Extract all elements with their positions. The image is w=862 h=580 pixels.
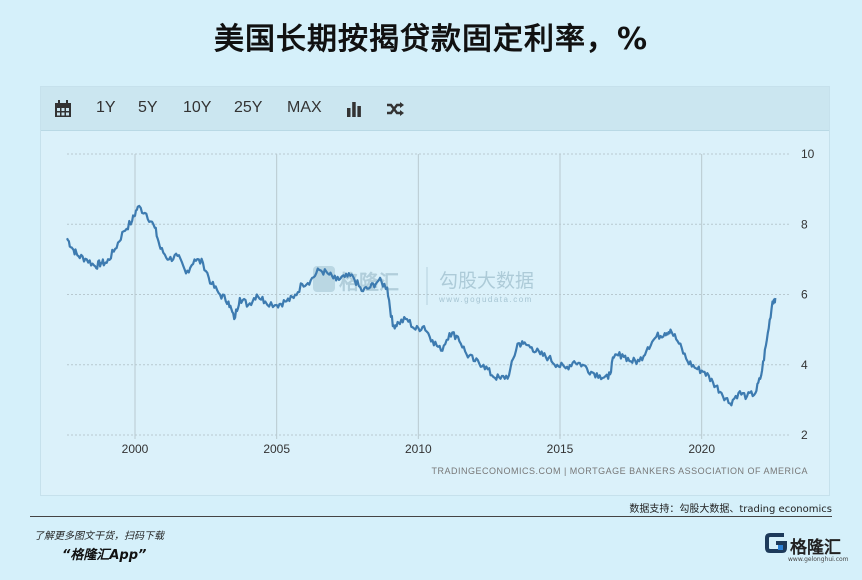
y-tick-label: 10	[801, 147, 815, 161]
shuffle-icon[interactable]	[385, 99, 405, 119]
x-tick-label: 2000	[122, 442, 149, 456]
gelonghui-logo: 格隆汇 www.gelonghui.com	[764, 530, 849, 570]
data-support-note: 数据支持：勾股大数据、trading economics	[629, 504, 832, 515]
series-line	[66, 204, 777, 407]
x-tick-label: 2015	[547, 442, 574, 456]
range-max-button[interactable]: MAX	[287, 99, 322, 116]
x-tick-label: 2020	[688, 442, 715, 456]
line-chart: 格隆汇 勾股大数据 www.gogudata.com 2 4 6 8 10 2000 200…	[66, 147, 815, 456]
logo-icon	[765, 533, 787, 553]
bar-chart-icon[interactable]	[344, 99, 364, 119]
footer-app-name: “格隆汇App”	[62, 548, 147, 563]
x-tick-label: 2005	[263, 442, 290, 456]
range-10y-button[interactable]: 10Y	[183, 99, 212, 116]
range-5y-button[interactable]: 5Y	[138, 99, 158, 116]
calendar-icon[interactable]	[53, 99, 73, 119]
logo-url: www.gelonghui.com	[788, 556, 849, 563]
watermark-brand: 勾股大数据	[439, 270, 534, 292]
y-tick-label: 2	[801, 428, 808, 442]
y-tick-label: 4	[801, 358, 808, 372]
chart-title: 美国长期按揭贷款固定利率，%	[213, 22, 649, 57]
watermark-url: www.gogudata.com	[438, 295, 533, 304]
grid-lines	[67, 153, 791, 439]
watermark: 格隆汇 勾股大数据 www.gogudata.com	[313, 266, 534, 305]
y-tick-label: 8	[801, 217, 808, 231]
footer-divider	[30, 516, 832, 517]
source-credit: TRADINGECONOMICS.COM | MORTGAGE BANKERS …	[431, 466, 808, 476]
chart-toolbar: 1Y 5Y 10Y 25Y MAX	[41, 87, 829, 131]
logo-text: 格隆汇	[790, 538, 841, 558]
y-tick-label: 6	[801, 288, 808, 302]
chart-panel: 1Y 5Y 10Y 25Y MAX 格隆汇 勾股大数据 www.gogudata…	[40, 86, 830, 496]
range-1y-button[interactable]: 1Y	[96, 99, 116, 116]
x-tick-label: 2010	[405, 442, 432, 456]
range-25y-button[interactable]: 25Y	[234, 99, 263, 116]
footer-promo-text: 了解更多图文干货，扫码下载	[34, 531, 164, 542]
